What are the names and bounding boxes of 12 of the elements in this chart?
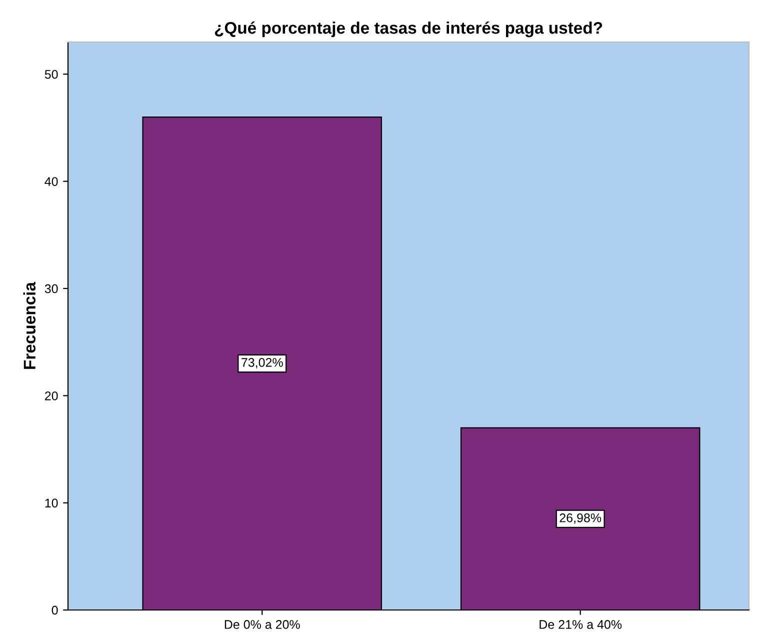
y-tick-label: 0 xyxy=(52,606,58,615)
x-tick-label: De 21% a 40% xyxy=(540,620,622,629)
y-tick-label: 10 xyxy=(45,498,58,508)
y-tick-label: 40 xyxy=(44,177,58,186)
annotation: 26,98% xyxy=(560,513,602,524)
chart-title: ¿Qué porcentaje de tasas de interés paga usted? xyxy=(214,21,602,38)
annotation: 73,02% xyxy=(242,358,283,368)
y-tick-label: 30 xyxy=(44,284,58,294)
y-tick-label: 50 xyxy=(44,70,58,79)
x-tick-label: De 0% a 20% xyxy=(224,620,300,629)
y-axis-title: Frecuencia xyxy=(23,282,36,369)
y-tick-label: 20 xyxy=(45,391,58,400)
